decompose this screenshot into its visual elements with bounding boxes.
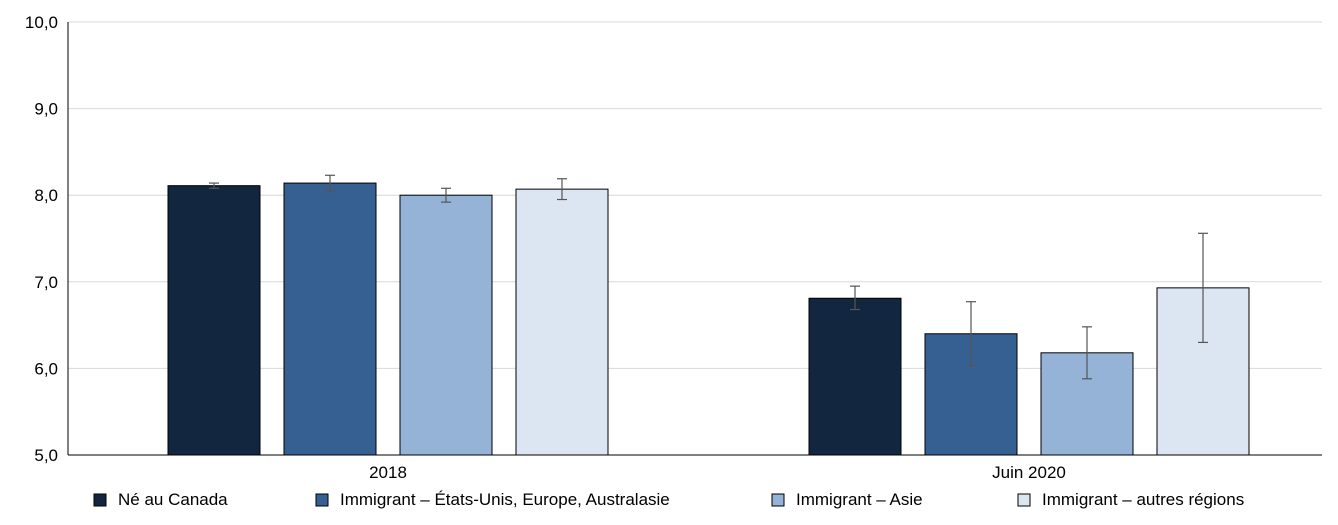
bar (515, 188, 609, 456)
bar (808, 297, 902, 456)
y-tick-label: 9,0 (34, 100, 58, 119)
category-label: 2018 (369, 463, 407, 482)
legend-label: Immigrant – Asie (796, 490, 923, 509)
error-bars (209, 174, 1208, 380)
legend-label: Immigrant – autres régions (1042, 490, 1244, 509)
bar (167, 185, 261, 456)
category-labels: 2018 Juin 2020 (369, 463, 1066, 482)
y-tick-label: 5,0 (34, 446, 58, 465)
legend-swatch (93, 493, 107, 507)
y-tick-label: 10,0 (25, 13, 58, 32)
bars (167, 182, 1250, 456)
category-label: Juin 2020 (992, 463, 1066, 482)
bar (399, 194, 493, 456)
legend-swatch (771, 493, 785, 507)
y-tick-label: 6,0 (34, 359, 58, 378)
legend: Né au Canada Immigrant – États-Unis, Euro… (93, 490, 1244, 509)
legend-label: Né au Canada (118, 490, 228, 509)
legend-swatch (1017, 493, 1031, 507)
y-tick-labels: 5,0 6,0 7,0 8,0 9,0 10,0 (25, 13, 58, 465)
y-tick-label: 8,0 (34, 186, 58, 205)
legend-label: Immigrant – États-Unis, Europe, Australa… (340, 490, 670, 509)
y-tick-label: 7,0 (34, 273, 58, 292)
axes (67, 22, 1322, 456)
bar (283, 182, 377, 456)
legend-swatch (315, 493, 329, 507)
